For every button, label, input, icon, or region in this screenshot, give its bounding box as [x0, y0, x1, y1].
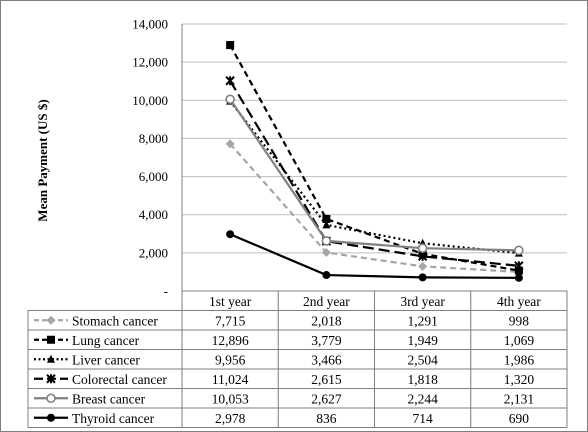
data-label: 2,504 [407, 352, 438, 367]
data-point [418, 273, 427, 282]
data-label: 1,069 [504, 333, 535, 348]
data-label: 10,053 [212, 391, 249, 406]
data-point [322, 220, 331, 229]
data-label: 1,320 [504, 372, 535, 387]
data-point [322, 214, 331, 223]
y-tick-label: 12,000 [132, 55, 168, 70]
legend-key-marker [46, 393, 56, 404]
legend-key-marker [47, 335, 55, 344]
data-point [225, 94, 235, 105]
series-name: Lung cancer [72, 333, 140, 348]
series-name: Liver cancer [72, 352, 140, 367]
y-tick-label: 4,000 [139, 207, 168, 222]
y-tick-label: 10,000 [132, 93, 168, 108]
data-label: 2,978 [215, 411, 246, 426]
data-label: 7,715 [215, 313, 246, 328]
series-name: Stomach cancer [72, 313, 158, 328]
data-label: 690 [509, 411, 530, 426]
data-label: 12,896 [212, 333, 249, 348]
y-tick-label: - [164, 284, 168, 299]
data-point [226, 41, 235, 50]
data-point [417, 243, 428, 254]
y-tick-label: 2,000 [139, 245, 168, 260]
category-label: 1st year [209, 294, 252, 309]
y-axis-title: Mean Payment (US $) [35, 99, 50, 221]
y-tick-label: 8,000 [139, 131, 168, 146]
data-label: 2,615 [311, 372, 342, 387]
data-point [417, 251, 428, 262]
data-point [322, 271, 331, 280]
series-name: Thyroid cancer [72, 411, 155, 426]
series-line [229, 143, 519, 274]
data-label: 836 [316, 411, 337, 426]
data-label: 1,986 [504, 352, 535, 367]
legend-key-marker [47, 413, 55, 422]
data-label: 2,018 [311, 313, 342, 328]
category-label: 2nd year [303, 294, 350, 309]
data-label: 714 [413, 411, 434, 426]
legend-key-marker [46, 315, 56, 325]
data-point [225, 76, 235, 86]
data-point [225, 139, 235, 149]
data-label: 2,244 [407, 391, 438, 406]
data-label: 3,779 [311, 333, 342, 348]
data-point [226, 230, 235, 239]
legend-key-marker [47, 354, 55, 363]
data-label: 11,024 [212, 372, 249, 387]
data-label: 9,956 [215, 352, 246, 367]
data-label: 2,131 [504, 391, 534, 406]
series-name: Breast cancer [72, 391, 146, 406]
series-name: Colorectal cancer [72, 372, 167, 387]
category-label: 4th year [497, 294, 541, 309]
series-line [229, 80, 519, 267]
data-label: 1,949 [407, 333, 438, 348]
category-label: 3rd year [400, 294, 445, 309]
data-point [514, 245, 524, 256]
data-label: 2,627 [311, 391, 342, 406]
legend-key-marker [46, 374, 56, 384]
data-point [418, 261, 428, 271]
series-line [229, 233, 519, 279]
data-point [514, 266, 523, 275]
data-label: 998 [509, 313, 530, 328]
series-line [229, 98, 519, 252]
series-line [229, 100, 519, 255]
data-label: 3,466 [311, 352, 342, 367]
data-point [321, 236, 332, 246]
y-tick-label: 6,000 [139, 169, 168, 184]
data-label: 1,818 [407, 372, 438, 387]
data-point [514, 273, 523, 282]
data-point [321, 248, 331, 258]
data-point [514, 261, 524, 271]
y-tick-label: 14,000 [132, 17, 168, 32]
data-label: 1,291 [407, 313, 437, 328]
